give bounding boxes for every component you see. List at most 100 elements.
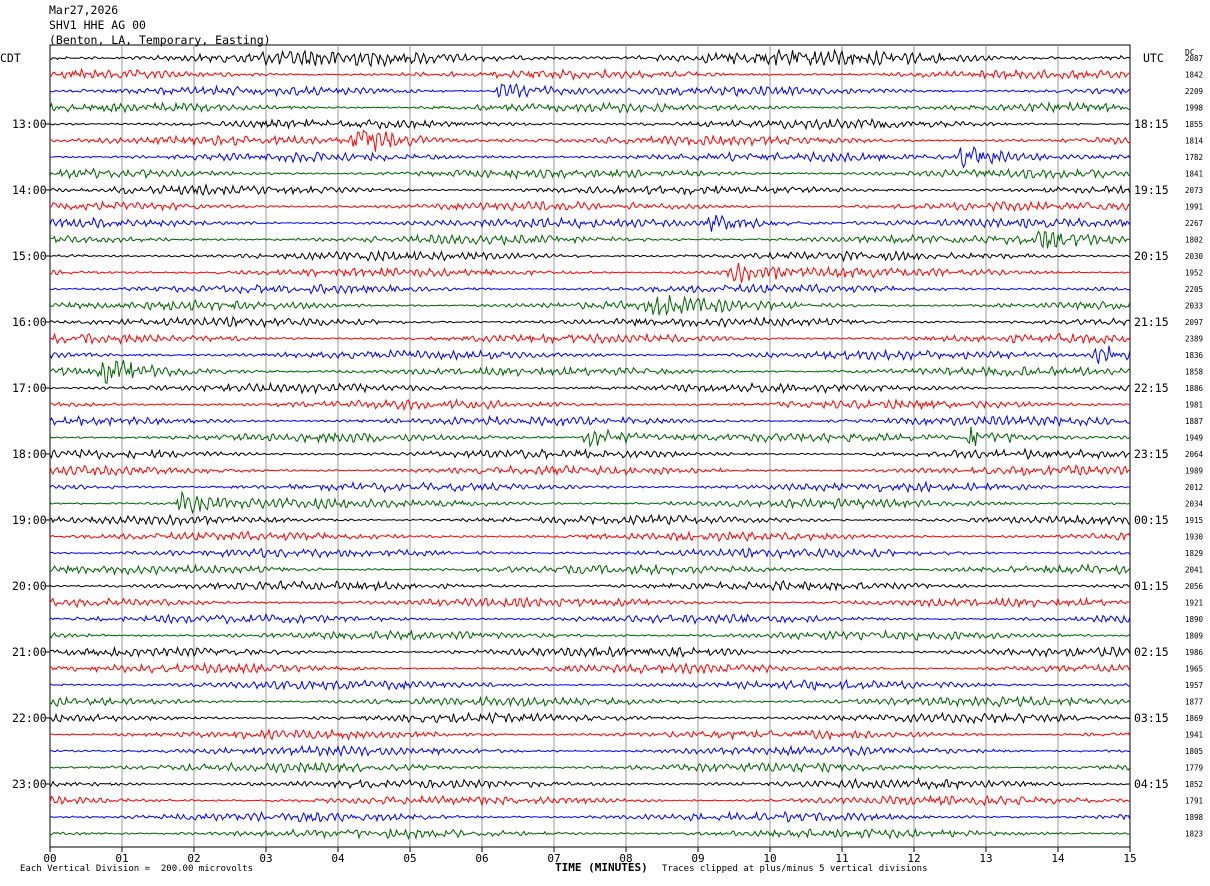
seismic-trace (49, 661, 1131, 675)
utc-hour-label: 19:15 (1134, 183, 1169, 197)
seismic-trace (49, 67, 1130, 81)
seismic-trace (49, 744, 1131, 758)
dc-offset-label: 1989 (1185, 467, 1203, 476)
seismic-trace (49, 398, 1131, 411)
seismic-trace (49, 100, 1131, 114)
cdt-hour-label: 21:00 (12, 645, 47, 659)
seismic-trace (49, 117, 1131, 131)
scale-note: Each Vertical Division = 200.00 microvol… (20, 864, 253, 874)
trace-date: Mar27,2026 (49, 3, 119, 17)
seismic-trace (50, 48, 1131, 68)
utc-hour-label: 22:15 (1134, 381, 1169, 395)
dc-offset-label: 2030 (1185, 252, 1204, 261)
dc-offset-label: 1858 (1185, 368, 1204, 377)
x-tick-label: 13 (979, 852, 992, 865)
dc-offset-label: 1779 (1185, 764, 1203, 773)
cdt-hour-label: 20:00 (12, 579, 47, 593)
seismic-trace (49, 728, 1131, 741)
dc-offset-label: 1842 (1185, 71, 1203, 80)
dc-header: DC (1185, 48, 1195, 57)
seismic-trace (49, 579, 1131, 592)
seismic-trace (49, 794, 1131, 808)
x-tick-label: 14 (1051, 852, 1065, 865)
cdt-hour-label: 17:00 (12, 381, 47, 395)
seismic-trace (49, 530, 1131, 543)
x-tick-label: 08 (619, 852, 632, 865)
seismic-trace (49, 345, 1131, 364)
seismic-trace (49, 199, 1131, 213)
dc-offset-label: 1802 (1185, 236, 1203, 245)
seismic-trace (50, 249, 1131, 263)
utc-hour-label: 02:15 (1134, 645, 1169, 659)
x-tick-label: 15 (1123, 852, 1136, 865)
dc-offset-label: 1886 (1185, 384, 1204, 393)
dc-offset-label: 1949 (1185, 434, 1203, 443)
dc-offset-label: 1930 (1185, 533, 1204, 542)
utc-hour-label: 20:15 (1134, 249, 1169, 263)
seismic-trace (49, 547, 1131, 560)
dc-offset-label: 1952 (1185, 269, 1203, 278)
clip-note: Traces clipped at plus/minus 5 vertical … (662, 864, 928, 874)
seismic-trace (49, 129, 1131, 152)
dc-offset-label: 2205 (1185, 285, 1203, 294)
x-tick-label: 00 (43, 852, 56, 865)
x-tick-label: 09 (691, 852, 704, 865)
dc-offset-label: 1829 (1185, 549, 1203, 558)
seismic-trace (49, 183, 1131, 196)
dc-offset-label: 1841 (1185, 170, 1203, 179)
seismic-trace (49, 464, 1130, 477)
x-tick-label: 02 (187, 852, 200, 865)
dc-offset-label: 1986 (1185, 648, 1204, 657)
dc-offset-label: 1991 (1185, 203, 1203, 212)
dc-offset-label: 2087 (1185, 54, 1203, 63)
seismic-trace (49, 262, 1131, 283)
dc-offset-label: 1898 (1185, 813, 1204, 822)
dc-offset-label: 1852 (1185, 780, 1203, 789)
x-tick-label: 11 (835, 852, 848, 865)
dc-offset-label: 2033 (1185, 302, 1203, 311)
utc-hour-label: 04:15 (1134, 777, 1169, 791)
dc-offset-label: 2056 (1185, 582, 1204, 591)
dc-offset-label: 1998 (1185, 104, 1204, 113)
seismic-trace (49, 810, 1131, 823)
right-timezone: UTC (1143, 51, 1164, 65)
seismic-trace (49, 426, 1131, 448)
seismic-trace (49, 315, 1131, 329)
dc-offset-label: 2073 (1185, 186, 1203, 195)
seismic-trace (49, 513, 1131, 527)
utc-hour-label: 18:15 (1134, 117, 1169, 131)
dc-offset-label: 2034 (1185, 500, 1204, 509)
dc-offset-label: 1921 (1185, 599, 1203, 608)
station-id: SHV1 HHE AG 00 (49, 18, 146, 32)
seismic-trace (49, 480, 1131, 494)
station-location: (Benton, LA, Temporary, Easting) (49, 33, 271, 47)
seismic-trace (49, 612, 1131, 626)
dc-offset-label: 1823 (1185, 830, 1203, 839)
dc-offset-label: 1814 (1185, 137, 1204, 146)
seismic-trace (49, 167, 1131, 180)
dc-offset-label: 2097 (1185, 318, 1203, 327)
seismic-trace (49, 645, 1131, 659)
dc-offset-label: 1791 (1185, 797, 1203, 806)
cdt-hour-label: 23:00 (12, 777, 47, 791)
x-tick-label: 06 (475, 852, 488, 865)
seismic-trace (49, 332, 1131, 346)
seismic-trace (49, 596, 1131, 609)
dc-offset-label: 1915 (1185, 516, 1203, 525)
cdt-hour-label: 19:00 (12, 513, 47, 527)
x-tick-label: 12 (907, 852, 920, 865)
x-tick-label: 05 (403, 852, 416, 865)
seismic-trace (49, 447, 1131, 461)
dc-offset-label: 1805 (1185, 747, 1203, 756)
dc-offset-label: 1965 (1185, 665, 1203, 674)
seismic-trace (49, 83, 1131, 99)
seismic-trace (49, 490, 1131, 515)
dc-offset-label: 1890 (1185, 615, 1204, 624)
utc-hour-label: 00:15 (1134, 513, 1169, 527)
seismic-trace (49, 678, 1131, 691)
left-timezone: CDT (0, 51, 21, 65)
seismic-trace (49, 628, 1131, 642)
dc-offset-label: 1981 (1185, 401, 1203, 410)
seismic-trace (49, 295, 1131, 316)
dc-offset-label: 2389 (1185, 335, 1203, 344)
